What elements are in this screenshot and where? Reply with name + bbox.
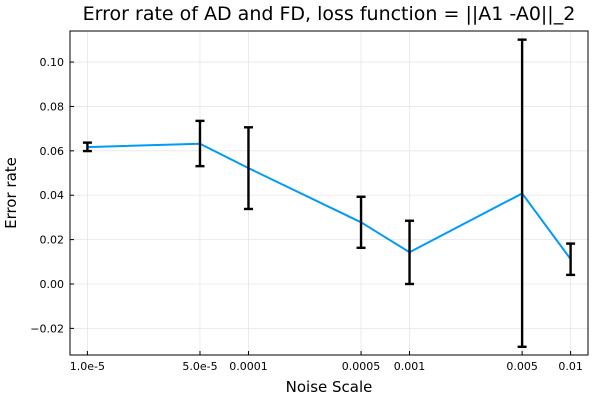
y-tick-label: 0.10 <box>40 56 65 69</box>
error-bar <box>82 141 92 153</box>
error-bar <box>566 242 576 277</box>
y-tick-label: 0.06 <box>40 145 65 158</box>
error-bar <box>405 219 415 286</box>
x-tick-label: 0.01 <box>558 360 583 373</box>
chart-title: Error rate of AD and FD, loss function =… <box>83 3 576 25</box>
y-axis-label: Error rate <box>2 157 20 229</box>
x-tick-label: 0.0005 <box>342 360 381 373</box>
y-tick-label: 0.00 <box>40 278 65 291</box>
error-bar <box>517 38 527 348</box>
error-bar <box>356 195 366 250</box>
y-tick-label: 0.08 <box>40 100 65 113</box>
y-tick-label: 0.04 <box>40 189 65 202</box>
x-tick-label: 0.005 <box>506 360 538 373</box>
errorbar-layer <box>82 38 576 348</box>
x-axis-label: Noise Scale <box>286 378 373 396</box>
series-line <box>87 142 572 260</box>
error-bar <box>243 126 253 211</box>
y-tick-label: 0.02 <box>40 234 65 247</box>
x-tick-label: 0.001 <box>394 360 426 373</box>
y-tick-label: −0.02 <box>30 322 64 335</box>
x-tick-label: 0.0001 <box>229 360 268 373</box>
grid-layer <box>70 31 588 355</box>
series-layer <box>87 142 572 260</box>
x-tick-label: 1.0e-5 <box>70 360 105 373</box>
error-bar <box>195 119 205 168</box>
plot-frame <box>69 30 589 356</box>
x-tick-label: 5.0e-5 <box>182 360 217 373</box>
axis-layer: 1.0e-5 5.0e-5 0.0001 0.0005 0.001 0.005 0.01 −0… <box>30 56 583 373</box>
